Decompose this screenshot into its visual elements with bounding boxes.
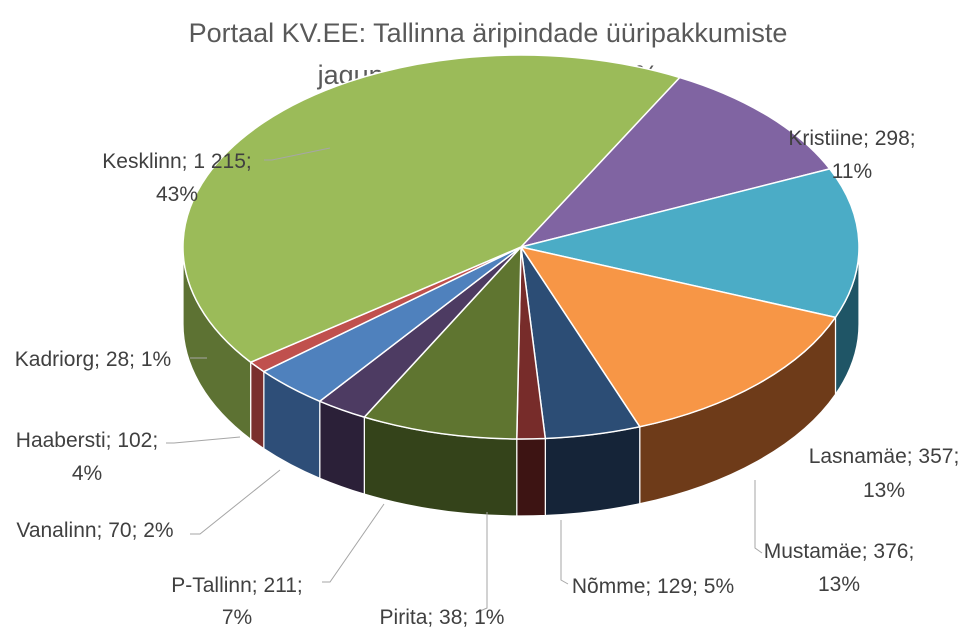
slice-label-mustamäe: 13% (818, 573, 860, 596)
leader-line-nõmme (560, 520, 569, 585)
slice-side-nõmme (544, 426, 641, 517)
slice-label-kesklinn: 43% (156, 183, 198, 206)
slice-label-kristiine: 11% (832, 160, 872, 183)
slice-mustamäe (520, 246, 837, 428)
leader-line-mustamäe (754, 480, 763, 554)
pie-slices (182, 54, 860, 440)
slice-label-p-tallinn: P-Tallinn; 211; (171, 574, 303, 597)
slice-label-p-tallinn: 7% (222, 606, 252, 629)
leader-line-pirita (477, 512, 488, 613)
slice-label-kadriorg: Kadriorg; 28; 1% (15, 348, 171, 371)
slice-label-mustamäe: Mustamäe; 376; (764, 540, 915, 563)
leader-line-kesklinn (264, 147, 331, 161)
leader-lines (166, 147, 763, 613)
leader-line-vanalinn (190, 469, 281, 535)
pie-sides (182, 246, 860, 517)
slice-label-nõmme: Nõmme; 129; 5% (572, 575, 734, 598)
slice-label-haabersti: Haabersti; 102; (16, 429, 158, 452)
slice-side-kadriorg (250, 361, 265, 450)
chart-title-line: Portaal KV.EE: Tallinna äripindade üürip… (189, 18, 788, 48)
slice-label-vanalinn: Vanalinn; 70; 2% (16, 519, 173, 542)
slice-kristiine (520, 76, 831, 248)
slice-label-kristiine: Kristiine; 298; (788, 127, 915, 150)
slice-label-lasnamäe: 13% (863, 479, 905, 502)
leader-line-haabersti (166, 436, 241, 444)
slice-lasnamäe (520, 168, 860, 319)
slice-kesklinn (182, 54, 681, 363)
slice-label-kesklinn: Kesklinn; 1 215; (102, 150, 251, 173)
slice-side-pirita (516, 437, 546, 517)
leader-line-p-tallinn (322, 503, 385, 583)
slice-label-lasnamäe: Lasnamäe; 357; (809, 445, 960, 468)
slice-label-pirita: Pirita; 38; 1% (380, 606, 505, 629)
slice-p-tallinn (363, 246, 522, 440)
slice-label-haabersti: 4% (72, 462, 102, 485)
slice-labels: Kristiine; 298; 11% Lasnamäe; 357; 13% Musta… (15, 127, 960, 629)
